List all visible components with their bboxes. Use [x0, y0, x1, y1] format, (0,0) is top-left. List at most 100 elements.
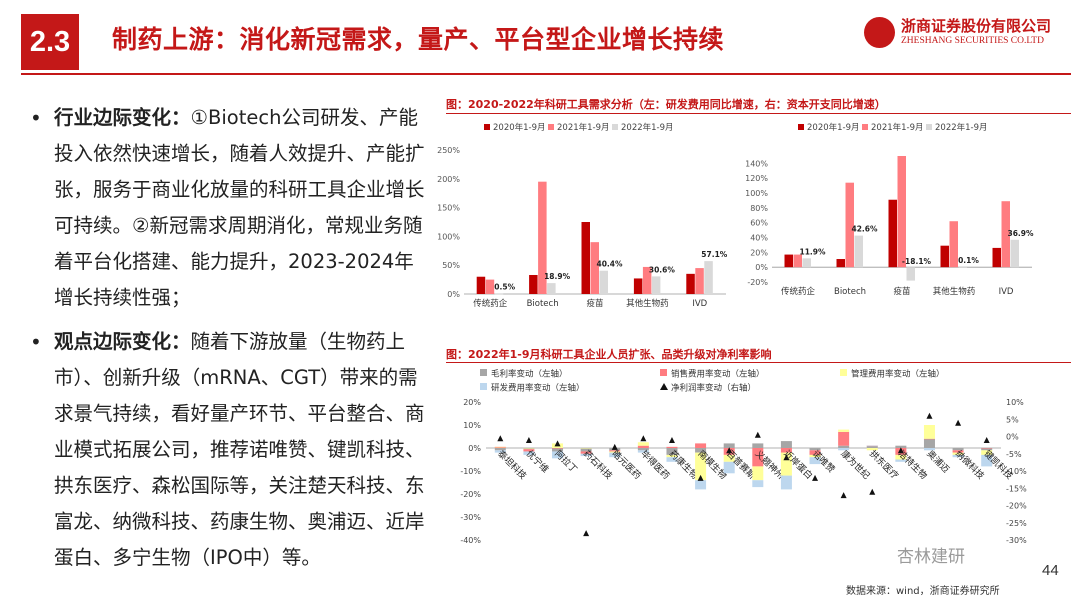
stack-bar-1-1: [523, 449, 535, 452]
bar-1-0: [529, 274, 538, 294]
y-left-tick-label-6: 20%: [463, 398, 481, 407]
stack-bar-5-3: [637, 450, 649, 453]
bar-4-2: [704, 261, 713, 294]
stack-bar-16-3: [952, 454, 964, 458]
stack-bar-0-0: [494, 448, 506, 451]
stack-bar-1-0: [523, 448, 535, 450]
stack-bar-9-3: [752, 480, 764, 488]
bar-4-0: [686, 273, 695, 294]
legend-label-0: 毛利率变动（左轴）: [491, 369, 568, 380]
stack-bar-16-1: [952, 450, 964, 453]
bar-4-0: [992, 247, 1001, 268]
chart-capex-growth: 2020年1-9月 2021年1-9月 2022年1-9月 -20% 0% 20% 40% 6…: [745, 122, 1034, 297]
y-right-tick-label-8: 10%: [1006, 398, 1024, 407]
stack-bar-5-0: [637, 448, 649, 451]
legend-label-0: 2020年1-9月: [807, 122, 860, 133]
y-left-tick-label-1: -30%: [460, 513, 481, 522]
x-tick-label-1: Biotech: [834, 287, 866, 297]
stack-bar-13-3: [866, 445, 878, 447]
bar-3-0: [633, 278, 643, 294]
x-tick-label-14: 洁特生物: [896, 448, 930, 482]
bar-0-0: [476, 276, 486, 294]
stack-bar-13-2: [866, 448, 878, 451]
legend-label-2: 2022年1-9月: [935, 122, 988, 133]
legend-swatch-2: [840, 369, 847, 376]
y-left-tick-label-3: -10%: [460, 467, 481, 476]
stack-bar-12-0: [838, 445, 850, 448]
y-right-tick-label-2: -20%: [1006, 502, 1027, 511]
bar-2-0: [581, 222, 590, 294]
figure1-title: 图：2020-2022年科研工具需求分析（左：研发费用同比增速，右：资本开支同比…: [446, 98, 886, 111]
figure2-rule: [446, 362, 1071, 363]
data-label-0: 11.9%: [799, 247, 826, 256]
bar-4-2: [1010, 239, 1019, 268]
y-left-tick-label-0: -40%: [460, 536, 481, 545]
figure2-title: 图：2022年1-9月科研工具企业人员扩张、品类升级对净利率影响: [446, 348, 772, 361]
stack-bar-1-2: [523, 448, 535, 449]
y-tick-label-1: 0%: [755, 263, 768, 272]
net-margin-marker-16: [955, 419, 962, 426]
y-right-tick-label-6: 0%: [1006, 433, 1019, 442]
stack-bar-14-2: [895, 454, 907, 460]
stack-bar-0-2: [494, 446, 506, 448]
logo-mark-icon: [864, 17, 895, 48]
y-right-tick-label-7: 5%: [1006, 415, 1019, 424]
stack-bar-2-3: [552, 451, 564, 459]
chart-net-margin-impact: 毛利率变动（左轴） 销售费用率变动（左轴） 管理费用率变动（左轴） 研发费用率变动（左…: [460, 369, 1027, 546]
legend-label-2: 2022年1-9月: [621, 122, 674, 133]
stack-bar-15-3: [923, 448, 935, 451]
stack-bar-4-2: [609, 451, 621, 453]
x-tick-label-4: IVD: [999, 287, 1014, 297]
net-margin-marker-11: [812, 474, 819, 481]
data-label-4: 36.9%: [1007, 229, 1034, 238]
legend-swatch-3: [480, 383, 487, 390]
data-label-2: -18.1%: [902, 257, 932, 266]
x-tick-label-0: 传统药企: [473, 298, 508, 309]
legend-swatch-1: [862, 124, 868, 130]
net-margin-marker-9: [754, 431, 761, 438]
legend-swatch-2: [612, 124, 618, 130]
stack-bar-15-0: [923, 438, 935, 448]
bar-2-1: [590, 242, 599, 294]
bar-0-1: [485, 279, 495, 294]
net-margin-marker-13: [869, 488, 876, 495]
stack-bar-7-0: [695, 448, 707, 453]
bullet-dot-icon: •: [30, 330, 42, 354]
bullet-list: • 行业边际变化：①Biotech公司研发、产能投入依然快速增长，随着人效提升、…: [30, 100, 430, 584]
stack-bar-7-2: [695, 452, 707, 481]
net-margin-marker-8: [726, 447, 733, 454]
legend-swatch-0: [480, 369, 487, 376]
stack-bar-11-2: [809, 454, 821, 458]
stack-bar-17-1: [981, 448, 993, 449]
bullet-lead: 观点边际变化：: [54, 330, 191, 353]
legend-swatch-0: [484, 124, 490, 130]
stack-bar-1-3: [523, 451, 535, 455]
stack-bar-2-1: [552, 448, 564, 449]
y-tick-label-2: 100%: [437, 232, 460, 241]
data-label-1: 42.6%: [851, 225, 878, 234]
stack-bar-10-0: [780, 441, 792, 448]
legend-label-3: 研发费用率变动（左轴）: [491, 383, 585, 394]
company-logo: 浙商证券股份有限公司 ZHESHANG SECURITIES CO.LTD: [864, 15, 1069, 53]
bullet-item-viewpoint: • 观点边际变化：随着下游放量（生物药上市）、创新升级（mRNA、CGT）带来的…: [30, 324, 430, 576]
stack-bar-5-2: [637, 442, 649, 446]
stack-bar-11-0: [809, 448, 821, 451]
stack-bar-3-3: [580, 453, 592, 457]
x-tick-label-3: 其他生物药: [626, 298, 669, 309]
y-tick-label-3: 150%: [437, 204, 460, 213]
y-tick-label-5: 250%: [437, 146, 460, 155]
y-right-tick-label-3: -15%: [1006, 484, 1027, 493]
data-source: 数据来源：wind，浙商证券研究所: [846, 586, 1000, 597]
stack-bar-17-0: [981, 448, 993, 451]
stack-bar-16-2: [952, 452, 964, 455]
net-margin-marker-7: [697, 474, 704, 481]
net-margin-marker-10: [783, 454, 790, 461]
stack-bar-11-1: [809, 450, 821, 455]
stack-bar-10-1: [780, 448, 792, 453]
data-label-3: 0.1%: [958, 256, 979, 265]
stack-bar-12-1: [838, 431, 850, 446]
bar-0-2: [802, 258, 811, 268]
y-tick-label-0: 0%: [447, 290, 460, 299]
net-margin-marker-3: [583, 530, 590, 537]
net-margin-marker-17: [983, 436, 990, 443]
